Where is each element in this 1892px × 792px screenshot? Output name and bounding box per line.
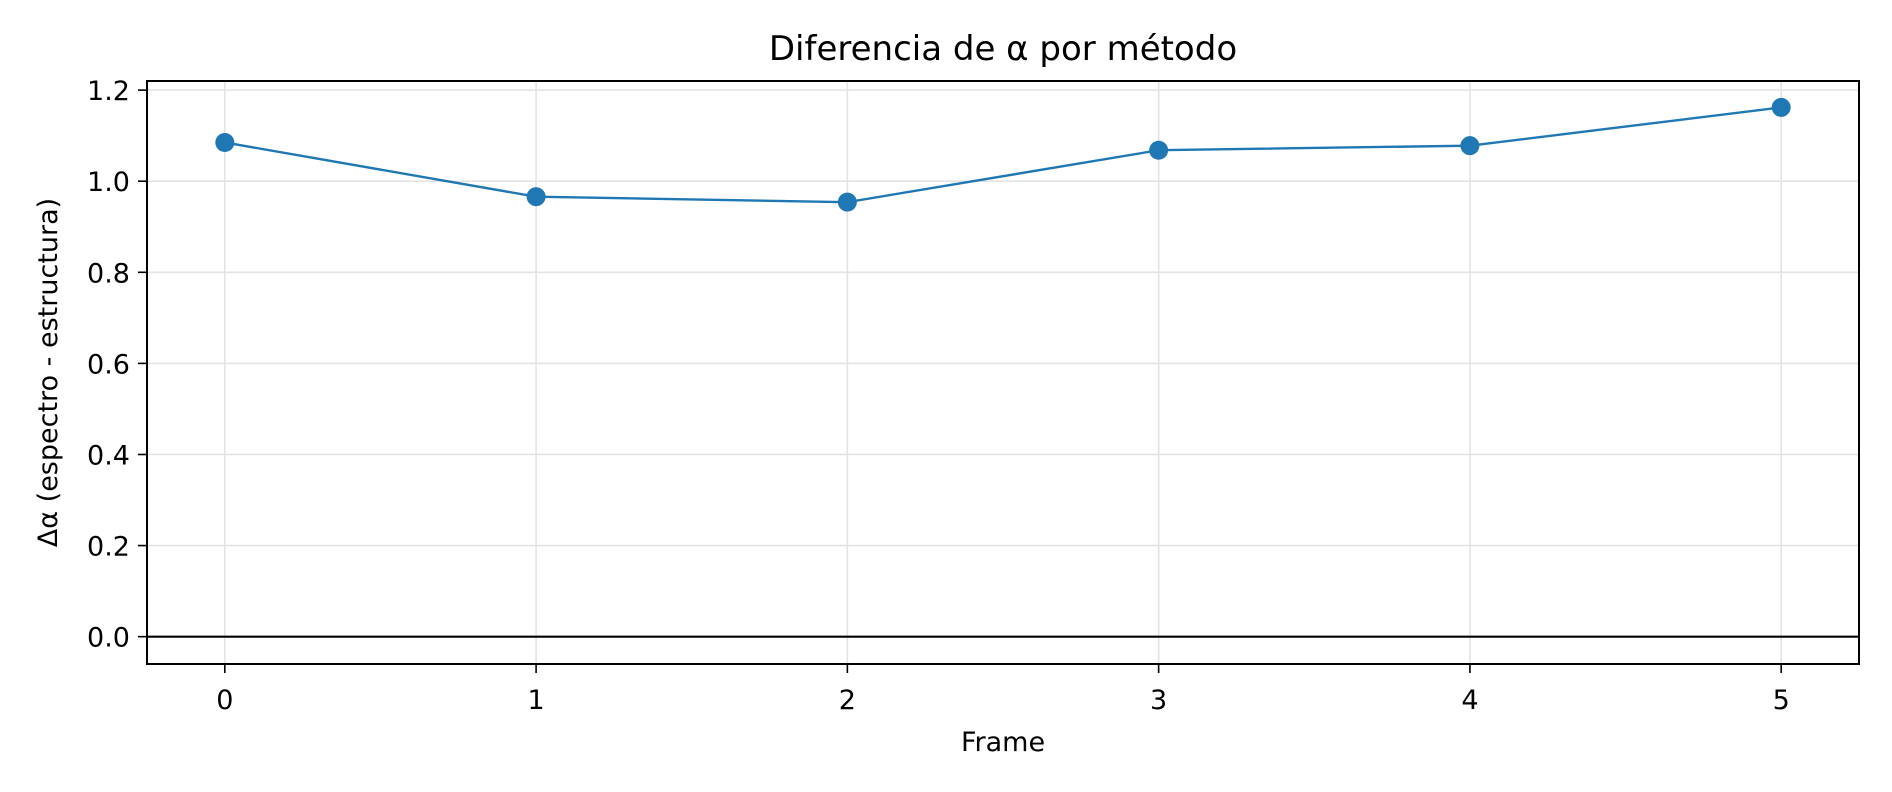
series-line — [224, 106, 1782, 204]
data-point — [526, 187, 546, 207]
y-tick-label: 1.0 — [87, 167, 130, 198]
x-tick-label: 3 — [1150, 685, 1167, 716]
y-axis-ticks: 0.0 0.2 0.4 0.6 0.8 1.0 1.2 — [87, 76, 147, 654]
x-tick-label: 1 — [527, 685, 544, 716]
plot-frame — [146, 80, 1860, 665]
grid-layer — [147, 81, 1859, 664]
x-axis-label: Frame — [961, 727, 1045, 758]
data-points — [215, 97, 1791, 212]
x-tick-label: 2 — [839, 685, 856, 716]
y-tick-label: 0.0 — [87, 623, 130, 654]
y-tick-label: 0.6 — [87, 349, 130, 380]
data-point — [1149, 140, 1169, 160]
data-point — [1771, 97, 1791, 117]
x-axis-ticks: 0 1 2 3 4 5 — [216, 664, 1790, 716]
data-point — [1460, 136, 1480, 156]
y-axis-label: Δα (espectro - estructura) — [33, 198, 64, 547]
y-tick-label: 0.2 — [87, 532, 130, 563]
chart-title: Diferencia de α por método — [769, 29, 1237, 69]
y-tick-label: 0.4 — [87, 440, 130, 471]
x-tick-label: 0 — [216, 685, 233, 716]
data-point — [837, 192, 857, 212]
x-tick-label: 4 — [1461, 685, 1478, 716]
y-tick-label: 1.2 — [87, 76, 130, 107]
x-tick-label: 5 — [1773, 685, 1790, 716]
y-tick-label: 0.8 — [87, 258, 130, 289]
data-point — [215, 132, 235, 152]
